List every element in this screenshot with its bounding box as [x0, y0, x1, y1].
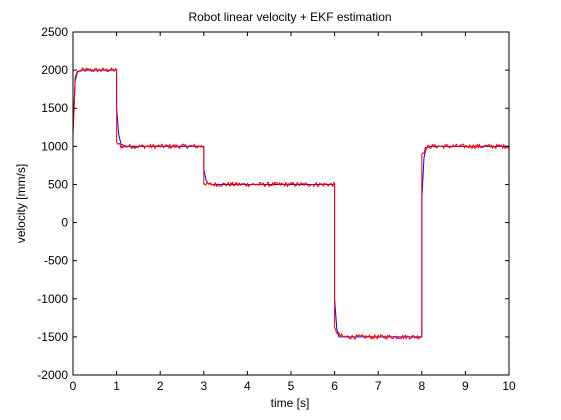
y-tick-label: -500 — [44, 254, 68, 268]
series-line-red — [72, 67, 510, 340]
chart-title: Robot linear velocity + EKF estimation — [188, 10, 391, 24]
x-tick-label: 1 — [113, 379, 120, 393]
tick-layer: 0 1 2 3 4 5 6 7 8 9 10 -2000 -1500 -1000 -500 0 500 1000 1… — [37, 25, 516, 393]
x-tick-label: 5 — [288, 379, 295, 393]
x-axis-label: time [s] — [271, 396, 310, 410]
x-tick-label: 0 — [70, 379, 77, 393]
plot-area — [73, 32, 509, 375]
x-tick-label: 8 — [418, 379, 425, 393]
x-tick-label: 4 — [244, 379, 251, 393]
y-tick-label: 0 — [61, 216, 68, 230]
y-tick-label: 1000 — [41, 139, 68, 153]
y-tick-label: 500 — [48, 177, 68, 191]
x-tick-label: 3 — [200, 379, 207, 393]
x-tick-label: 2 — [157, 379, 164, 393]
y-tick-label: -1500 — [37, 330, 68, 344]
y-tick-label: -1000 — [37, 292, 68, 306]
y-tick-label: 2000 — [41, 63, 68, 77]
y-tick-label: 2500 — [41, 25, 68, 39]
x-tick-label: 7 — [375, 379, 382, 393]
x-tick-label: 10 — [502, 379, 516, 393]
y-axis-label: velocity [mm/s] — [14, 164, 28, 243]
x-tick-label: 9 — [462, 379, 469, 393]
y-tick-label: -2000 — [37, 368, 68, 382]
y-tick-label: 1500 — [41, 101, 68, 115]
series-layer — [72, 67, 510, 340]
x-tick-label: 6 — [331, 379, 338, 393]
